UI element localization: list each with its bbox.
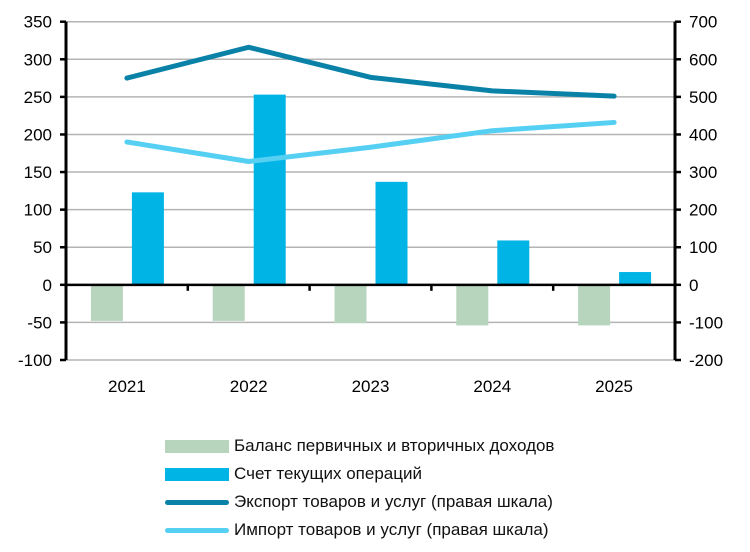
left-tick-label: -50 — [27, 313, 52, 332]
bar-series — [90, 94, 652, 326]
bar — [334, 284, 367, 324]
right-tick-label: 700 — [689, 13, 717, 32]
bar — [578, 284, 611, 326]
right-tick-label: 500 — [689, 88, 717, 107]
bar — [253, 94, 286, 285]
bar — [212, 284, 245, 321]
legend-label: Баланс первичных и вторичных доходов — [234, 436, 555, 455]
axes — [60, 20, 681, 362]
right-tick-label: 400 — [689, 125, 717, 144]
left-tick-label: 200 — [24, 125, 52, 144]
x-tick-label: 2023 — [352, 377, 390, 396]
right-tick-label: 100 — [689, 238, 717, 257]
right-tick-label: 0 — [689, 276, 698, 295]
bar — [375, 181, 408, 285]
left-tick-label: 50 — [33, 238, 52, 257]
left-tick-label: 350 — [24, 13, 52, 32]
x-tick-label: 2024 — [473, 377, 511, 396]
right-tick-label: 600 — [689, 50, 717, 69]
left-tick-label: 100 — [24, 201, 52, 220]
left-axis-tick-labels: 350 300 250 200 150 100 50 0 -50 -100 — [18, 13, 52, 370]
right-tick-label: 200 — [689, 201, 717, 220]
legend-label: Счет текущих операций — [234, 464, 422, 483]
bar — [131, 192, 164, 285]
legend-swatch-dark-line — [165, 499, 229, 505]
x-tick-label: 2022 — [230, 377, 268, 396]
x-tick-label: 2021 — [108, 377, 146, 396]
line — [124, 119, 617, 165]
left-tick-label: 0 — [43, 276, 52, 295]
legend-swatch-green-bar — [165, 439, 229, 453]
x-tick-label: 2025 — [595, 377, 633, 396]
right-tick-label: 300 — [689, 163, 717, 182]
bar — [90, 284, 123, 321]
legend-item-imports: Импорт товаров и услуг (правая шкала) — [165, 516, 554, 544]
legend-label: Импорт товаров и услуг (правая шкала) — [234, 520, 549, 539]
bar — [456, 284, 489, 326]
bar — [619, 272, 652, 285]
legend-swatch-blue-bar — [165, 467, 229, 481]
right-axis-tick-labels: 700 600 500 400 300 200 100 0 -100 -200 — [689, 13, 723, 370]
right-tick-label: -100 — [689, 313, 723, 332]
x-axis-tick-labels: 2021 2022 2023 2024 2025 — [108, 377, 633, 396]
gridlines — [66, 20, 675, 361]
legend-swatch-light-line — [165, 527, 229, 533]
left-tick-label: 250 — [24, 88, 52, 107]
legend-item-income-balance: Баланс первичных и вторичных доходов — [165, 432, 554, 460]
right-tick-label: -200 — [689, 351, 723, 370]
legend-label: Экспорт товаров и услуг (правая шкала) — [234, 492, 553, 511]
left-tick-label: 300 — [24, 50, 52, 69]
legend: Баланс первичных и вторичных доходов Сче… — [165, 432, 554, 544]
bar — [497, 240, 530, 285]
legend-item-current-account: Счет текущих операций — [165, 460, 554, 488]
left-tick-label: 150 — [24, 163, 52, 182]
legend-item-exports: Экспорт товаров и услуг (правая шкала) — [165, 488, 554, 516]
line-series — [124, 44, 617, 165]
left-tick-label: -100 — [18, 351, 52, 370]
line — [124, 44, 617, 99]
